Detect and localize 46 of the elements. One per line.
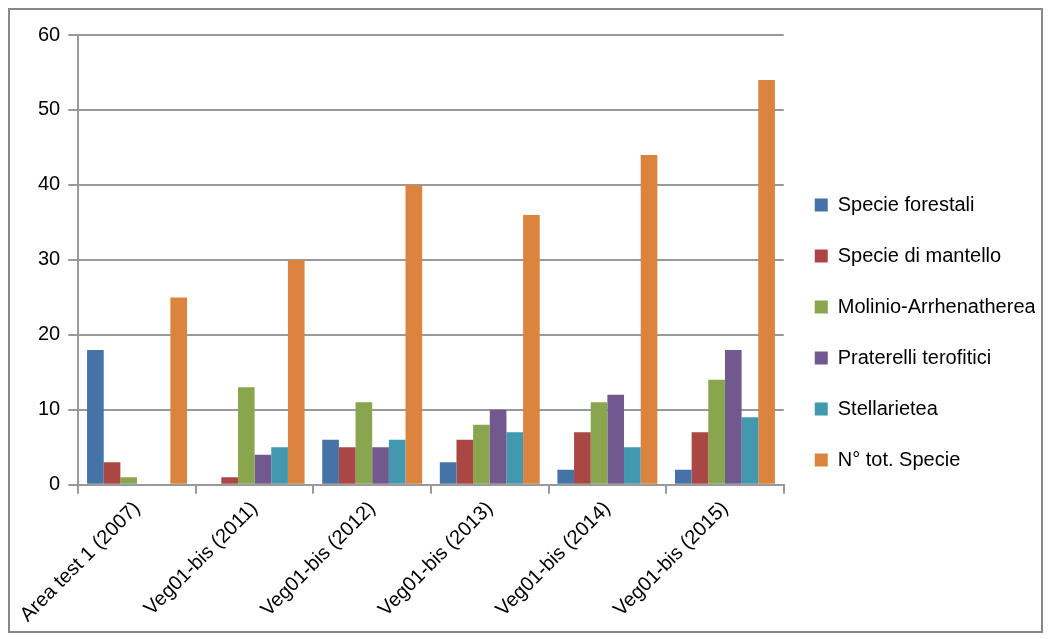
legend-label: Specie di mantello [837, 243, 1002, 266]
bar [758, 79, 775, 484]
y-tick-label: 60 [38, 22, 61, 45]
bar [287, 259, 305, 484]
bar [120, 477, 138, 484]
bar [405, 184, 423, 484]
y-tick-label: 30 [38, 247, 61, 270]
bar [338, 447, 356, 484]
bar [506, 432, 524, 484]
bar [355, 402, 373, 484]
y-tick-label: 10 [38, 397, 61, 420]
bar [674, 469, 692, 484]
bar [237, 387, 255, 484]
bar [489, 409, 507, 484]
legend-label: Praterelli terofitici [837, 345, 992, 368]
bar [724, 349, 742, 484]
bar [221, 477, 238, 484]
y-tick-label: 50 [38, 97, 61, 120]
bar [388, 439, 406, 484]
y-tick-label: 40 [38, 172, 61, 195]
bar [624, 447, 641, 484]
y-tick-label: 0 [49, 472, 61, 495]
bar [372, 447, 389, 484]
y-tick-label: 20 [38, 322, 61, 345]
bar [271, 447, 288, 484]
bar [87, 349, 104, 484]
legend-label: Stellarietea [837, 396, 939, 419]
bar [170, 297, 188, 484]
bar [254, 454, 272, 484]
bar [574, 432, 591, 484]
legend-label: Specie forestali [837, 192, 975, 215]
bar [640, 154, 658, 484]
bar [708, 379, 725, 484]
bar [590, 402, 608, 484]
bar [103, 462, 121, 484]
bar [523, 214, 540, 484]
legend-label: Molinio-Arrhenatherea [837, 294, 1037, 317]
bar [322, 439, 339, 484]
bar [456, 439, 474, 484]
bar [607, 394, 625, 484]
bar [473, 424, 490, 484]
bar [691, 432, 709, 484]
bar [557, 469, 575, 484]
bar [439, 462, 457, 484]
legend-label: N° tot. Specie [837, 447, 961, 470]
bar [741, 417, 759, 484]
